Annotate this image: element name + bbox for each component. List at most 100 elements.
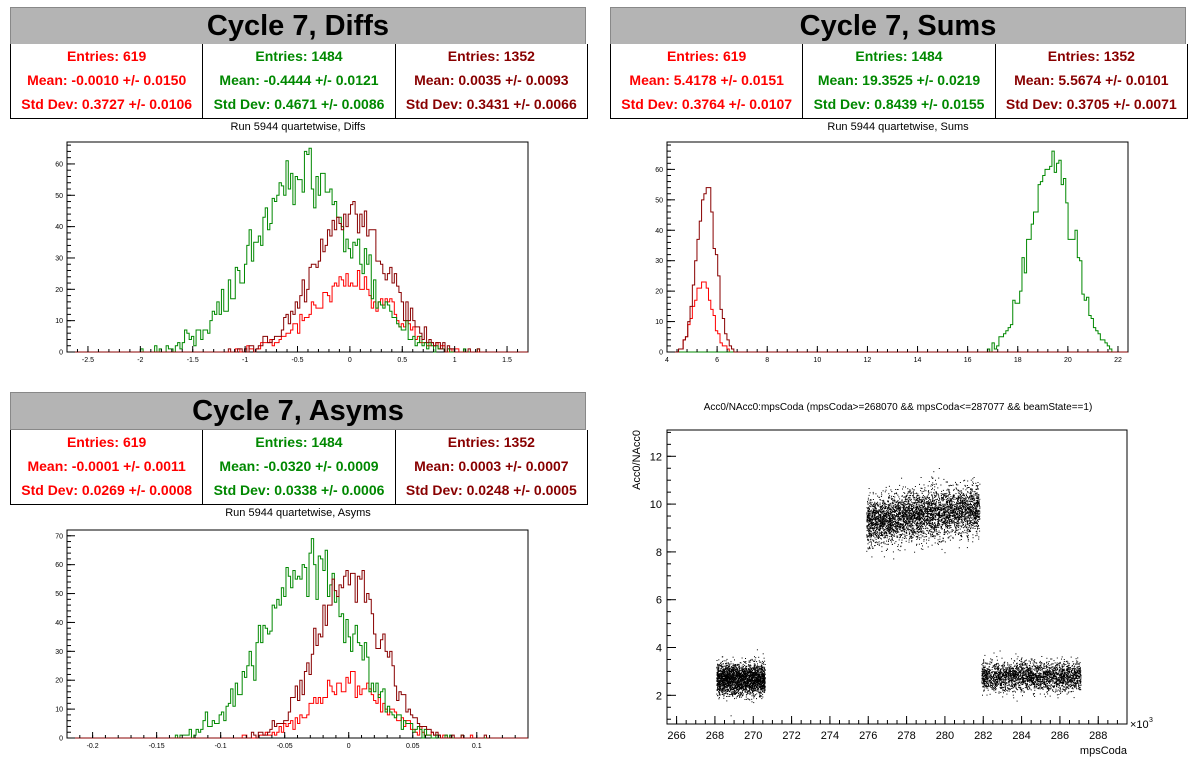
scatter-point	[754, 656, 755, 658]
scatter-point	[897, 494, 899, 496]
scatter-point	[877, 520, 879, 522]
scatter-point	[762, 696, 764, 698]
scatter-point	[873, 535, 875, 537]
scatter-point	[753, 688, 755, 690]
scatter-point	[759, 684, 761, 686]
scatter-point	[723, 679, 725, 681]
plot-frame	[66, 141, 529, 353]
scatter-point	[952, 511, 954, 513]
scatter-point	[883, 542, 885, 544]
scatter-point	[723, 682, 724, 684]
scatter-point	[976, 502, 978, 504]
scatter-point	[881, 534, 882, 535]
scatter-point	[972, 515, 974, 517]
scatter-point	[889, 502, 891, 504]
scatter-point	[962, 499, 964, 501]
scatter-point	[745, 673, 747, 675]
y-tick-label: 70	[55, 533, 63, 540]
x-tick-label: 6	[715, 357, 719, 364]
scatter-point	[751, 658, 753, 660]
scatter-point	[906, 534, 908, 536]
scatter-point	[758, 691, 760, 693]
scatter-point	[726, 666, 728, 668]
scatter-point	[741, 684, 743, 686]
scatter-point	[867, 504, 869, 506]
scatter-point	[755, 687, 757, 689]
scatter-point	[903, 507, 905, 509]
scatter-point	[912, 521, 914, 523]
scatter-point	[903, 501, 905, 503]
scatter-point	[716, 671, 718, 673]
scatter-point	[978, 518, 980, 520]
scatter-point	[889, 531, 891, 533]
scatter-point	[919, 514, 921, 516]
scatter-point	[898, 515, 899, 517]
scatter-point	[740, 682, 742, 684]
scatter-point	[917, 521, 919, 523]
scatter-point	[725, 679, 727, 681]
scatter-point	[898, 496, 900, 498]
scatter-point	[934, 504, 936, 506]
scatter-point	[735, 664, 737, 666]
scatter-point	[737, 681, 739, 683]
scatter-point	[978, 500, 980, 502]
scatter-point	[968, 514, 970, 516]
scatter-point	[902, 506, 904, 508]
scatter-point	[743, 685, 745, 687]
scatter-point	[759, 692, 761, 694]
scatter-point	[721, 673, 723, 675]
scatter-point	[729, 682, 731, 684]
scatter-point	[875, 523, 877, 525]
scatter-point	[729, 688, 731, 690]
scatter-point	[881, 526, 883, 528]
scatter-point	[717, 671, 719, 672]
scatter-point	[733, 692, 735, 694]
scatter-point	[725, 691, 727, 693]
scatter-point	[732, 667, 734, 669]
scatter-point	[939, 538, 941, 540]
stats-entries: Entries: 1484	[255, 434, 343, 450]
scatter-point	[738, 694, 740, 696]
scatter-point	[759, 683, 761, 685]
scatter-point	[737, 683, 739, 685]
scatter-point	[755, 687, 757, 689]
scatter-point	[720, 685, 722, 687]
scatter-point	[931, 525, 933, 527]
scatter-point	[950, 496, 952, 498]
scatter-point	[943, 495, 945, 496]
scatter-point	[749, 693, 751, 695]
scatter-point	[744, 671, 746, 673]
scatter-point	[942, 538, 944, 540]
scatter-point	[743, 677, 745, 679]
scatter-point	[748, 692, 750, 694]
scatter-point	[727, 690, 729, 692]
scatter-point	[720, 675, 722, 677]
scatter-point	[912, 531, 914, 532]
x-tick-label: -0.2	[87, 743, 99, 750]
scatter-point	[941, 497, 943, 498]
scatter-point	[908, 531, 910, 533]
scatter-point	[975, 525, 977, 527]
scatter-point	[902, 515, 904, 516]
scatter-point	[880, 519, 882, 521]
scatter-point	[724, 686, 725, 688]
scatter-point	[943, 508, 945, 510]
scatter-point	[953, 521, 955, 523]
scatter-point	[928, 530, 930, 532]
scatter-point	[718, 674, 719, 676]
scatter-point	[719, 681, 721, 682]
stats-col-green: Entries: 1484 Mean: 19.3525 +/- 0.0219 S…	[802, 44, 994, 118]
x-tick-label: 18	[1014, 357, 1022, 364]
scatter-point	[947, 520, 949, 522]
scatter-point	[743, 683, 745, 685]
scatter-point	[977, 512, 979, 514]
scatter-point	[758, 675, 759, 677]
scatter-point	[941, 540, 943, 542]
scatter-point	[761, 684, 762, 686]
histogram-series-1	[67, 538, 528, 739]
scatter-point	[881, 492, 882, 494]
scatter-point	[753, 695, 755, 697]
scatter-point	[932, 501, 934, 502]
scatter-point	[740, 685, 742, 687]
scatter-point	[887, 523, 889, 525]
